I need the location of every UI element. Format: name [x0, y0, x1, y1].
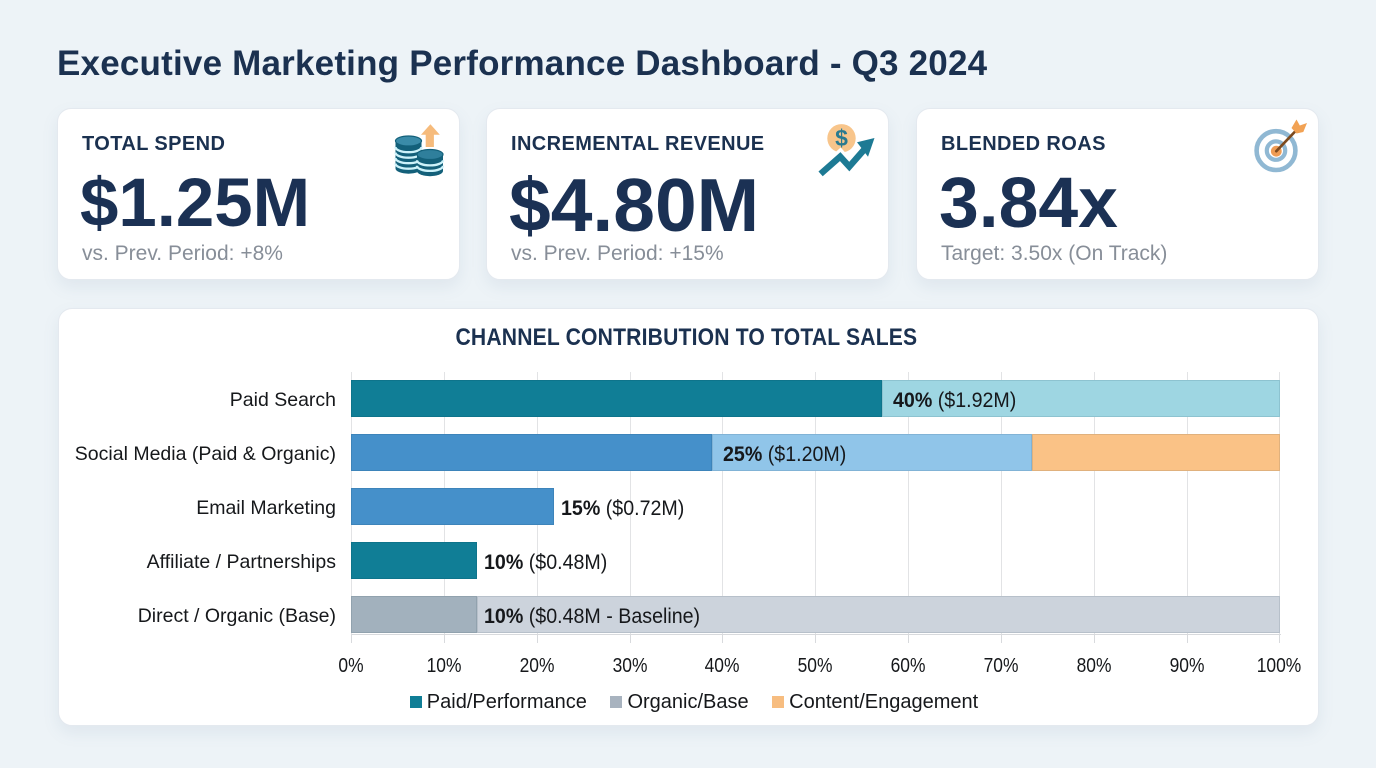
svg-text:$: $ — [835, 125, 848, 151]
